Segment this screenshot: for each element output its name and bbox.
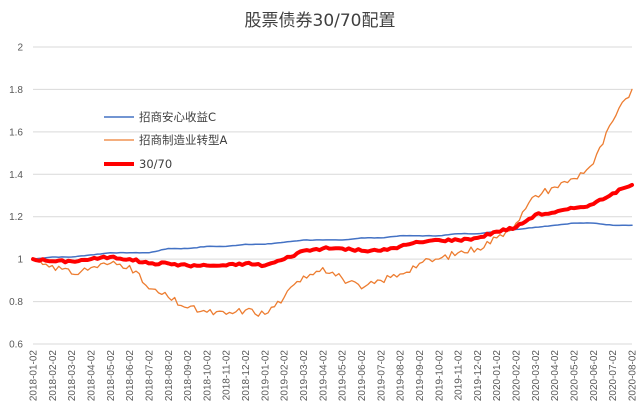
- x-tick-label: 2019-11-02: [454, 350, 465, 401]
- y-tick-label: 0.6: [9, 340, 23, 351]
- x-tick-label: 2018-02-02: [48, 350, 59, 402]
- x-tick-label: 2020-01-02: [492, 350, 503, 402]
- x-tick-label: 2020-07-02: [608, 350, 619, 402]
- y-tick-label: 1.8: [9, 85, 23, 96]
- x-tick-label: 2019-08-02: [396, 350, 407, 402]
- x-tick-label: 2018-11-02: [222, 350, 233, 401]
- x-tick-label: 2018-06-02: [125, 350, 136, 402]
- legend-label: 招商安心收益C: [139, 110, 216, 124]
- x-tick-label: 2019-07-02: [376, 350, 387, 402]
- y-tick-label: 1.4: [9, 170, 23, 181]
- x-tick-label: 2018-04-02: [86, 350, 97, 402]
- x-tick-label: 2019-04-02: [318, 350, 329, 402]
- x-tick-label: 2020-03-02: [531, 350, 542, 402]
- y-tick-label: 0.8: [9, 297, 23, 308]
- x-tick-label: 2020-02-02: [512, 350, 523, 402]
- x-tick-label: 2019-12-02: [473, 350, 484, 402]
- y-tick-label: 1: [17, 255, 23, 266]
- series-line-1: [32, 88, 633, 317]
- x-tick-label: 2018-08-02: [164, 350, 175, 402]
- chart-title: 股票债券30/70配置: [244, 11, 396, 31]
- x-tick-label: 2019-01-02: [260, 350, 271, 402]
- y-tick-label: 1.6: [9, 127, 23, 138]
- x-tick-label: 2019-10-02: [434, 350, 445, 402]
- x-tick-label: 2018-01-02: [29, 350, 40, 402]
- x-tick-label: 2019-03-02: [299, 350, 310, 402]
- x-tick-label: 2018-10-02: [202, 350, 213, 402]
- x-tick-label: 2018-12-02: [241, 350, 252, 402]
- x-tick-label: 2020-04-02: [550, 350, 561, 402]
- x-tick-label: 2019-06-02: [357, 350, 368, 402]
- series-line-2: [31, 182, 634, 269]
- x-tick-label: 2020-06-02: [589, 350, 600, 402]
- y-tick-label: 2: [17, 43, 23, 54]
- y-tick-label: 1.2: [9, 212, 23, 223]
- x-tick-label: 2019-02-02: [280, 350, 291, 402]
- x-tick-label: 2019-09-02: [415, 350, 426, 402]
- x-tick-label: 2018-05-02: [106, 350, 117, 402]
- x-tick-label: 2018-09-02: [183, 350, 194, 402]
- x-tick-label: 2018-07-02: [144, 350, 155, 402]
- x-tick-label: 2018-03-02: [67, 350, 78, 402]
- x-tick-label: 2020-05-02: [570, 350, 581, 402]
- x-tick-label: 2019-05-02: [338, 350, 349, 402]
- x-tick-label: 2020-08-02: [628, 350, 639, 402]
- legend-label: 招商制造业转型A: [139, 133, 227, 147]
- series-line-0: [32, 222, 633, 260]
- legend-label: 30/70: [139, 157, 172, 171]
